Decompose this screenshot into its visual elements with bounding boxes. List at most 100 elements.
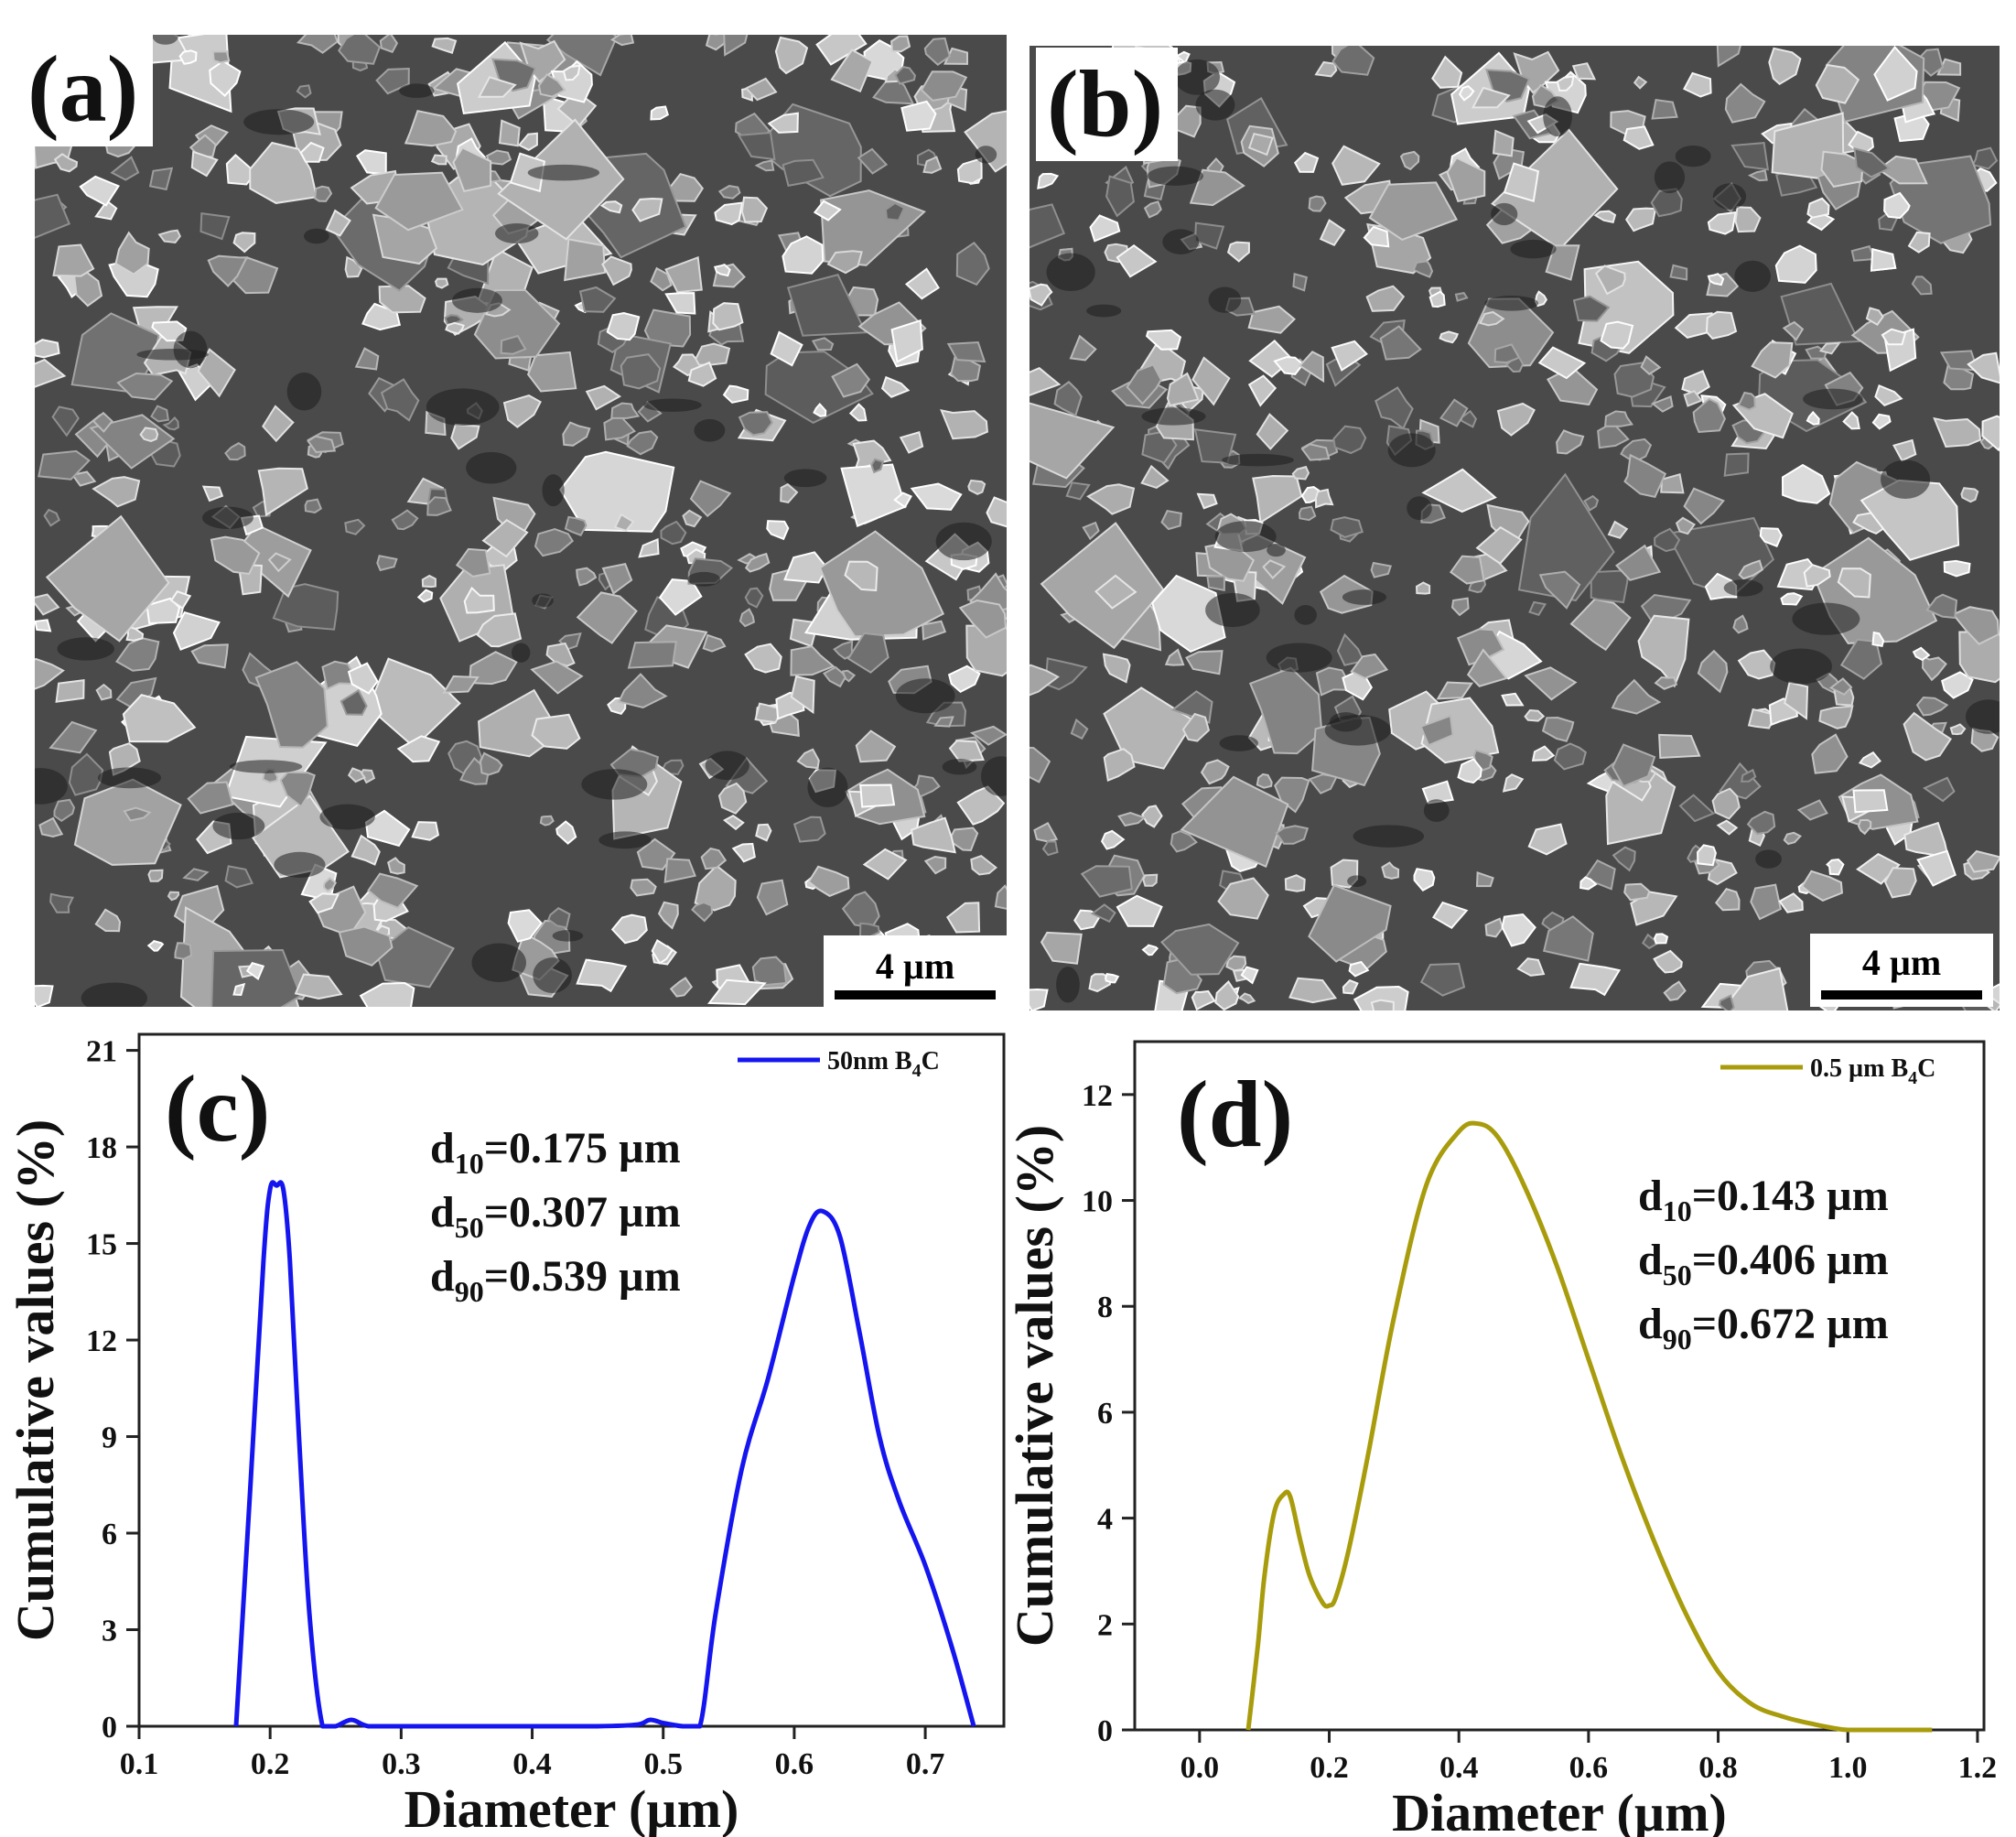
sem-particle <box>500 334 527 355</box>
sem-particle <box>1256 413 1289 450</box>
sem-particle <box>1262 559 1287 579</box>
sem-particle <box>1538 570 1581 610</box>
sem-particle <box>669 977 694 998</box>
sem-particle <box>1623 882 1651 902</box>
sem-particle <box>1094 574 1137 610</box>
sem-particle <box>1683 390 1703 407</box>
sem-particle <box>254 661 329 749</box>
sem-particle <box>1496 402 1536 437</box>
x-tick-label: 0.2 <box>251 1747 290 1781</box>
y-axis-label: Cumulative values (%) <box>1005 1125 1064 1647</box>
sem-particle <box>125 625 145 642</box>
sem-pore <box>201 506 253 529</box>
sem-particle <box>157 229 181 244</box>
sem-pore <box>452 287 502 313</box>
sem-particle <box>1653 933 1669 945</box>
sem-pore <box>511 643 531 663</box>
sem-pore <box>527 164 600 181</box>
sem-particle <box>986 496 1007 528</box>
sem-particle <box>1030 283 1053 307</box>
sem-particle <box>1105 175 1135 218</box>
sem-particle <box>969 725 1007 746</box>
sem-particle <box>658 578 703 616</box>
sem-particle <box>576 958 628 993</box>
sem-particle <box>1475 871 1494 888</box>
sem-particle <box>1363 225 1390 248</box>
sem-particle <box>610 402 641 419</box>
sem-particle <box>1541 716 1575 742</box>
sem-particle <box>1247 374 1278 407</box>
sem-particle <box>340 688 368 716</box>
sem-particle <box>691 901 714 923</box>
sem-particle <box>1089 214 1121 243</box>
sem-pore <box>1162 229 1200 254</box>
sem-particle <box>782 235 825 275</box>
sem-particle <box>1806 410 1820 426</box>
legend-label: 50nm B4C <box>827 1047 940 1081</box>
sem-particle <box>1915 696 1949 717</box>
sem-particle <box>139 427 159 443</box>
sem-particle <box>1040 931 1083 965</box>
sem-particle <box>1308 195 1327 212</box>
sem-particle <box>1784 681 1809 720</box>
sem-particle <box>43 508 60 527</box>
sem-particle <box>463 586 495 614</box>
sem-particle <box>1217 877 1269 920</box>
sem-particle <box>1815 63 1860 104</box>
sem-particle <box>1164 648 1185 666</box>
sem-particle <box>1803 563 1831 588</box>
sem-particle <box>1100 829 1126 850</box>
sem-particle <box>1654 675 1678 690</box>
sem-particle <box>1454 291 1469 302</box>
sem-particle <box>55 678 85 703</box>
sem-particle <box>178 49 198 65</box>
sem-particle <box>1037 172 1060 189</box>
sem-particle <box>1214 979 1240 1010</box>
sem-pore <box>1423 799 1450 822</box>
sem-particle <box>1966 849 2000 873</box>
sem-particle <box>1456 628 1505 666</box>
sem-particle <box>172 611 221 651</box>
sem-particle <box>279 771 316 808</box>
sem-particle <box>1768 47 1802 86</box>
x-tick-label: 1.0 <box>1828 1751 1868 1785</box>
sem-particle <box>1774 244 1817 284</box>
sem-particle <box>1707 211 1737 235</box>
sem-particle <box>1951 606 2000 645</box>
sem-particle <box>94 908 122 933</box>
sem-particle <box>1503 162 1540 202</box>
sem-particle <box>1415 581 1431 595</box>
sem-pore <box>243 109 315 135</box>
scale-bar-label-a: 4 µm <box>875 946 955 987</box>
sem-particle <box>1336 632 1365 666</box>
sem-particle <box>945 902 981 934</box>
sem-particle <box>445 321 465 335</box>
sem-particle <box>1200 759 1230 785</box>
sem-particle <box>1501 692 1525 707</box>
sem-particle <box>1105 972 1120 984</box>
sem-particle <box>1607 520 1629 539</box>
sem-particle <box>404 110 458 147</box>
sem-particle <box>1873 46 1918 102</box>
sem-particle <box>1348 960 1370 978</box>
sem-particle <box>364 809 411 848</box>
sem-particle <box>1517 472 1615 602</box>
sem-particle <box>1030 367 1062 396</box>
sem-particle <box>1298 505 1317 522</box>
sem-particle <box>347 767 366 783</box>
sem-particle <box>1439 330 1460 344</box>
sem-particle <box>1319 219 1346 247</box>
y-tick-label: 2 <box>1097 1608 1113 1642</box>
sem-particle <box>294 973 343 1000</box>
sem-particle <box>1611 678 1662 715</box>
sem-pore <box>581 769 648 800</box>
sem-particle <box>1527 823 1568 856</box>
sem-pore <box>212 812 265 840</box>
sem-particle <box>893 492 913 509</box>
sem-particle <box>367 872 419 909</box>
y-tick-label: 12 <box>86 1324 117 1358</box>
sem-particle <box>737 131 776 161</box>
sem-particle <box>148 167 174 191</box>
sem-pore <box>319 804 375 830</box>
sem-particle <box>1381 861 1400 880</box>
